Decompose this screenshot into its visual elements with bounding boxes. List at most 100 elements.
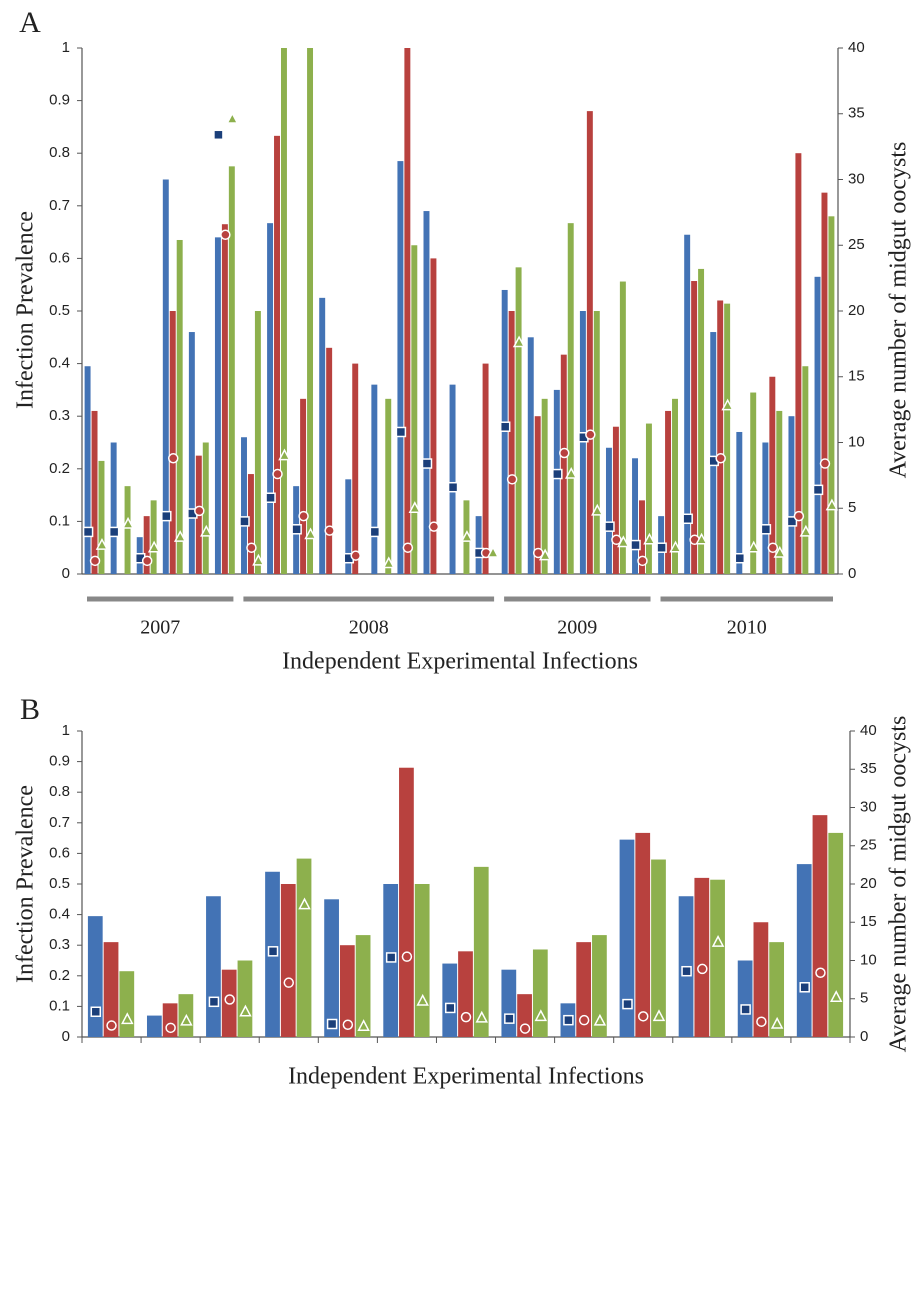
bar [146, 1015, 162, 1037]
bar [385, 398, 392, 574]
marker-square [504, 1013, 515, 1024]
y-tick-label: 0.3 [49, 407, 70, 424]
marker-circle [89, 555, 101, 567]
bar [592, 935, 607, 1037]
marker-triangle [121, 516, 135, 529]
marker-circle [298, 510, 309, 522]
bar [812, 815, 828, 1037]
marker-circle [401, 951, 413, 962]
marker-square [622, 998, 633, 1010]
marker-triangle [180, 1013, 193, 1026]
bar [430, 258, 437, 574]
marker-triangle [721, 398, 734, 411]
bar [307, 48, 314, 574]
bar [635, 832, 651, 1037]
marker-triangle [643, 532, 656, 545]
y-tick-label: 0.6 [49, 844, 70, 861]
marker-circle [283, 977, 295, 988]
bar [87, 916, 103, 1037]
bar [736, 431, 743, 574]
y2-tick-label: 30 [860, 798, 877, 815]
marker-triangle [298, 897, 311, 910]
marker-circle [637, 555, 648, 567]
bar [710, 879, 725, 1037]
marker-square [267, 946, 279, 957]
marker-triangle [200, 524, 213, 537]
bar [241, 437, 247, 574]
y-tick-label: 0.7 [49, 197, 70, 214]
marker-triangle [95, 537, 109, 550]
marker-circle [167, 453, 179, 464]
bar [274, 135, 280, 575]
y-tick-label: 1 [62, 39, 70, 56]
bar [352, 363, 359, 574]
marker-circle [141, 555, 153, 567]
marker-triangle [460, 530, 474, 542]
bar [691, 281, 698, 574]
bar [119, 971, 135, 1037]
bar [411, 245, 418, 574]
marker-circle [578, 1014, 590, 1026]
marker-triangle [239, 1004, 252, 1017]
bar [684, 234, 691, 575]
marker-circle [165, 1022, 176, 1034]
y-tick-label: 0.4 [49, 355, 70, 372]
bar [143, 516, 150, 574]
y2-tick-label: 20 [860, 875, 877, 892]
bar [576, 942, 592, 1037]
y-tick-label: 0.8 [49, 144, 70, 161]
bar [188, 332, 195, 574]
marker-square [760, 524, 772, 535]
marker-triangle [669, 540, 682, 553]
y2-tick-label: 20 [848, 302, 865, 319]
marker-circle [585, 429, 596, 440]
marker-triangle [408, 501, 422, 513]
marker-circle [350, 550, 361, 561]
bar [458, 951, 473, 1037]
marker-circle [637, 1011, 649, 1022]
bar [802, 366, 809, 574]
bar [737, 960, 753, 1037]
y2-tick-label: 40 [848, 39, 865, 56]
bar [399, 767, 414, 1037]
marker-square [563, 1014, 574, 1026]
marker-circle [715, 453, 726, 464]
bar [300, 398, 307, 574]
y-tick-label: 0.1 [49, 997, 70, 1014]
y2-tick-label: 30 [848, 170, 865, 187]
marker-circle [460, 1011, 472, 1023]
marker-circle [532, 547, 544, 559]
marker-square [90, 1006, 102, 1018]
y2-tick-label: 15 [860, 913, 877, 930]
bar [788, 416, 795, 574]
marker-triangle [226, 111, 239, 124]
bar [586, 111, 593, 575]
marker-triangle [593, 1013, 607, 1026]
bar [501, 969, 517, 1037]
bar [821, 192, 828, 574]
y-tick-label: 0.5 [49, 302, 70, 319]
marker-triangle [278, 448, 291, 461]
marker-square [630, 539, 641, 551]
y-tick-label: 0.9 [49, 753, 70, 770]
y2-axis-title: Average number of midgut oocysts [886, 716, 912, 1053]
marker-triangle [416, 993, 429, 1006]
marker-circle [194, 505, 205, 517]
bar [828, 832, 844, 1037]
bar [176, 239, 183, 575]
marker-triangle [825, 498, 839, 511]
marker-circle [506, 474, 518, 485]
marker-square [291, 524, 302, 535]
marker-circle [559, 447, 570, 459]
marker-triangle [173, 530, 187, 542]
y-tick-label: 0 [62, 565, 70, 582]
bar [326, 347, 333, 574]
bar [605, 447, 612, 574]
bar [579, 311, 586, 574]
marker-triangle [475, 1010, 488, 1023]
bar [769, 942, 785, 1037]
marker-circle [819, 458, 831, 469]
marker-circle [324, 525, 335, 536]
